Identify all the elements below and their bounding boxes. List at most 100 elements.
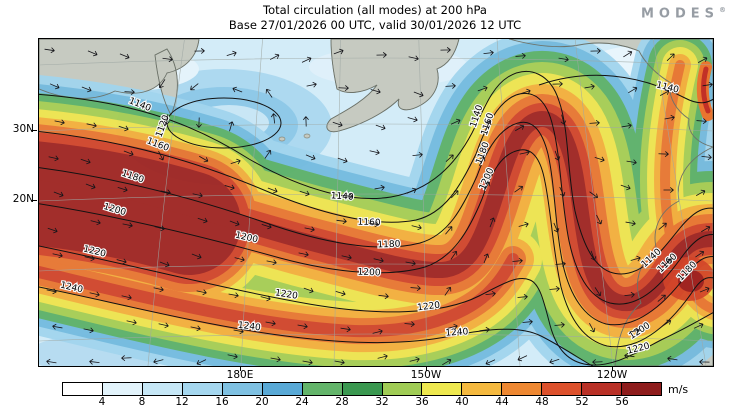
wind-arrow bbox=[409, 356, 420, 363]
wind-arrow bbox=[83, 327, 94, 334]
lat-tick-label: 30N bbox=[12, 123, 34, 135]
colorbar-tick-label: 12 bbox=[175, 396, 189, 408]
wind-arrow bbox=[405, 260, 416, 267]
contour-label: 1180 bbox=[377, 240, 401, 251]
wind-arrow bbox=[87, 50, 98, 57]
wind-arrow bbox=[483, 253, 490, 264]
contour-lines bbox=[39, 71, 713, 366]
wind-arrow bbox=[663, 187, 674, 193]
wind-arrow bbox=[520, 88, 531, 95]
wind-arrow bbox=[46, 358, 57, 365]
wind-arrow bbox=[629, 327, 640, 334]
wind-arrow bbox=[369, 149, 380, 156]
wind-arrow bbox=[444, 286, 452, 296]
colorbar-cell bbox=[182, 383, 223, 395]
wind-arrow bbox=[265, 320, 276, 327]
wind-arrow bbox=[194, 48, 205, 54]
wind-arrow bbox=[341, 254, 352, 261]
wind-arrow bbox=[117, 186, 128, 193]
wind-arrow bbox=[558, 56, 569, 63]
wind-arrow bbox=[229, 220, 240, 227]
wind-arrow bbox=[340, 326, 351, 333]
wind-arrow bbox=[335, 290, 346, 297]
wind-arrow bbox=[702, 81, 713, 88]
wind-arrow bbox=[628, 86, 638, 94]
wind-arrow bbox=[659, 89, 670, 96]
wind-arrow bbox=[560, 114, 567, 125]
wind-arrow bbox=[261, 223, 272, 230]
wind-arrow bbox=[233, 328, 244, 335]
wind-arrow bbox=[80, 158, 91, 165]
wind-arrow bbox=[192, 192, 203, 199]
contour-label: 1140 bbox=[330, 191, 354, 203]
wind-arrow bbox=[596, 214, 603, 225]
wind-arrow bbox=[549, 358, 560, 365]
wind-arrow bbox=[701, 154, 712, 161]
colorbar-tick-label: 8 bbox=[138, 396, 146, 408]
wind-arrow bbox=[478, 156, 486, 166]
wind-arrow bbox=[696, 118, 707, 125]
wind-arrow bbox=[190, 325, 201, 332]
wind-arrow bbox=[519, 149, 530, 156]
wind-arrow bbox=[440, 47, 451, 53]
wind-arrow bbox=[624, 352, 635, 359]
wind-arrow bbox=[85, 183, 96, 190]
wind-arrow bbox=[489, 217, 496, 228]
wind-arrow bbox=[333, 48, 344, 55]
wind-arrow bbox=[54, 119, 65, 126]
wind-arrow bbox=[621, 122, 632, 129]
wind-arrow bbox=[589, 191, 599, 199]
colorbar-cell bbox=[422, 383, 463, 395]
colorbar-cell bbox=[622, 383, 662, 395]
wind-arrow bbox=[584, 83, 595, 90]
wind-arrow bbox=[160, 189, 171, 196]
wind-arrow bbox=[44, 47, 55, 54]
wind-arrow bbox=[410, 285, 421, 292]
lon-tick bbox=[426, 366, 427, 371]
wind-arrow bbox=[232, 86, 243, 93]
colorbar-cell bbox=[142, 383, 183, 395]
wind-arrow bbox=[267, 187, 278, 194]
wind-arrow bbox=[338, 85, 349, 91]
wind-arrow bbox=[625, 220, 636, 227]
wind-arrow bbox=[266, 259, 277, 266]
graticule bbox=[39, 39, 713, 366]
wind-arrow bbox=[697, 56, 708, 63]
wind-arrow bbox=[666, 53, 675, 62]
wind-arrow bbox=[53, 191, 64, 198]
colorbar-tick-label: 24 bbox=[295, 396, 309, 408]
page-subtitle: Base 27/01/2026 00 UTC, valid 30/01/2026… bbox=[228, 18, 522, 32]
lon-tick bbox=[612, 366, 613, 371]
wind-arrow bbox=[196, 359, 207, 366]
modes-logo-mark: ® bbox=[719, 6, 726, 14]
wind-arrow bbox=[199, 155, 209, 163]
colorbar-tick-label: 40 bbox=[455, 396, 469, 408]
wind-arrow bbox=[81, 86, 92, 93]
colorbar-cell bbox=[462, 383, 503, 395]
title-block: Total circulation (all modes) at 200 hPa… bbox=[0, 3, 750, 33]
wind-arrow bbox=[445, 83, 456, 89]
wind-arrow bbox=[375, 124, 386, 131]
wind-arrow bbox=[701, 225, 711, 233]
lat-tick-label: 20N bbox=[12, 193, 34, 205]
wind-arrow bbox=[594, 287, 602, 297]
wind-arrow bbox=[190, 83, 199, 91]
wind-arrow bbox=[658, 151, 669, 157]
wind-arrow bbox=[479, 326, 490, 333]
colorbar-tick-label: 16 bbox=[215, 396, 229, 408]
wind-arrow bbox=[122, 222, 133, 229]
wind-arrow bbox=[514, 185, 524, 193]
wind-arrow bbox=[589, 119, 600, 126]
wind-arrow bbox=[620, 184, 631, 191]
wind-arrow bbox=[297, 323, 308, 330]
wind-arrow bbox=[592, 359, 603, 365]
wind-arrow bbox=[303, 116, 309, 127]
wind-arrow bbox=[46, 288, 57, 295]
wind-arrow bbox=[485, 120, 492, 131]
contour-label: 1220 bbox=[417, 301, 441, 314]
wind-arrow bbox=[518, 221, 529, 228]
wind-arrow bbox=[304, 226, 315, 233]
wind-arrow bbox=[336, 218, 347, 225]
colorbar-cell bbox=[302, 383, 343, 395]
wind-arrow bbox=[158, 79, 166, 89]
